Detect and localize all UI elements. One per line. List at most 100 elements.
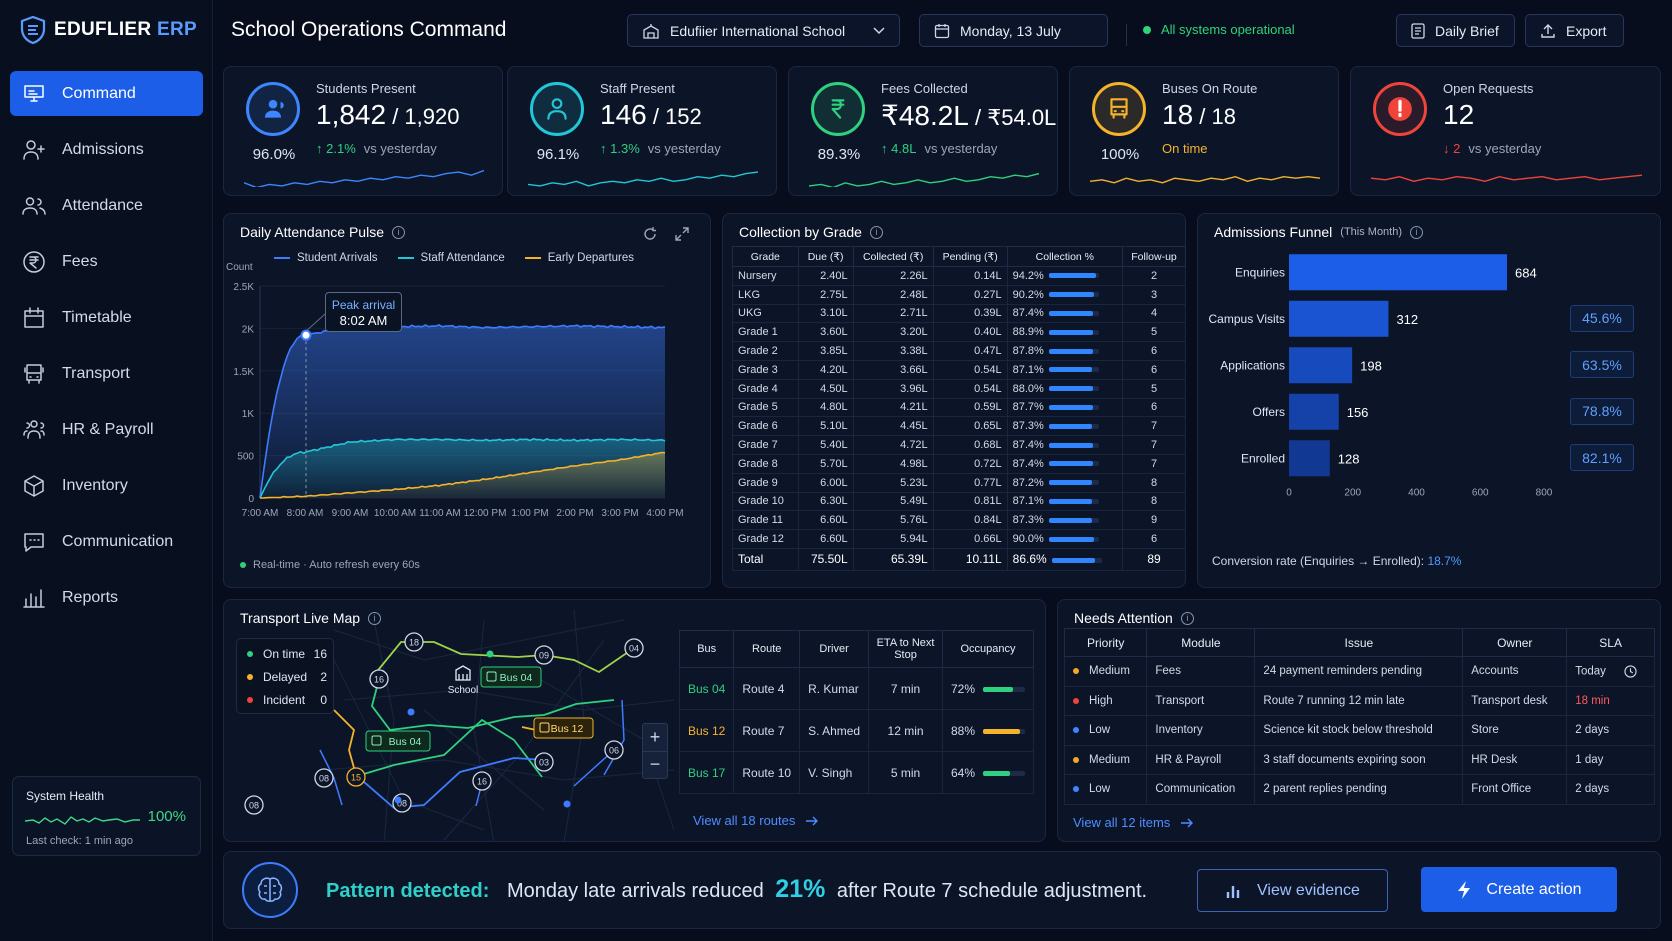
table-row[interactable]: Bus 12 Route 7 S. Ahmed 12 min 88%: [678, 709, 1035, 752]
table-row[interactable]: Nursery 2.40L 2.26L 0.14L 94.2% 2: [732, 266, 1186, 286]
info-icon[interactable]: i: [1180, 611, 1194, 625]
funnel-bar[interactable]: [1289, 393, 1339, 430]
sidebar-item-fees[interactable]: Fees: [10, 239, 203, 284]
cell-value: 87.4%: [1012, 439, 1044, 452]
bus-tag-04-a[interactable]: Bus 04: [480, 666, 542, 688]
table-row[interactable]: Grade 1 3.60L 3.20L 0.40L 88.9% 5: [732, 322, 1186, 343]
table-row[interactable]: Grade 2 3.85L 3.38L 0.47L 87.8% 6: [732, 341, 1186, 361]
monitor-icon: [24, 84, 44, 102]
table-row[interactable]: Grade 3 4.20L 3.66L 0.54L 87.1% 6: [732, 359, 1186, 380]
table-row[interactable]: Grade 9 6.00L 5.23L 0.77L 87.2% 8: [732, 472, 1186, 493]
table-row[interactable]: Grade 6 5.10L 4.45L 0.65L 87.3% 7: [732, 416, 1186, 437]
column-header[interactable]: SLA: [1566, 628, 1655, 657]
peak-point[interactable]: [300, 329, 312, 341]
column-header[interactable]: Collection %: [1006, 246, 1124, 267]
table-row[interactable]: Bus 04 Route 4 R. Kumar 7 min 72%: [678, 667, 1035, 710]
zoom-out-button[interactable]: −: [649, 754, 661, 774]
view-evidence-button[interactable]: View evidence: [1197, 869, 1388, 912]
table-row[interactable]: UKG 3.10L 2.71L 0.39L 87.4% 4: [732, 303, 1186, 324]
table-cell: 3.96L: [852, 378, 934, 399]
daily-brief-button[interactable]: Daily Brief: [1396, 14, 1515, 47]
table-row[interactable]: Grade 12 6.60L 5.94L 0.66L 90.0% 6: [732, 529, 1186, 549]
sidebar-item-transport[interactable]: Transport: [10, 351, 203, 396]
route-stop-marker[interactable]: 16: [472, 771, 492, 791]
funnel-bar[interactable]: [1289, 254, 1508, 291]
bus-tag-04-b[interactable]: Bus 04: [365, 730, 431, 752]
create-action-button[interactable]: Create action: [1421, 867, 1617, 912]
bus-tag-12[interactable]: Bus 12: [533, 717, 594, 739]
column-header[interactable]: Priority: [1063, 628, 1148, 657]
table-row[interactable]: Grade 7 5.40L 4.72L 0.68L 87.4% 7: [732, 435, 1186, 455]
priority-dot-icon: [1073, 697, 1079, 704]
column-header[interactable]: Route: [733, 630, 801, 668]
route-stop-marker[interactable]: 16: [369, 669, 389, 689]
route-stop-marker[interactable]: 15: [346, 767, 366, 787]
table-row[interactable]: Grade 8 5.70L 4.98L 0.72L 87.4% 7: [732, 453, 1186, 474]
column-header[interactable]: Occupancy: [941, 630, 1035, 668]
column-header[interactable]: Bus: [678, 630, 735, 668]
sidebar-item-attendance[interactable]: Attendance: [10, 183, 203, 228]
kpi-open-requests[interactable]: Open Requests 12 ↓ 2 vs yesterday: [1350, 66, 1661, 196]
view-all-items-link[interactable]: View all 12 items: [1073, 815, 1194, 830]
route-stop-marker[interactable]: 08: [244, 795, 264, 815]
refresh-icon[interactable]: [642, 226, 658, 242]
column-header[interactable]: Due (₹): [797, 246, 854, 267]
column-header[interactable]: Module: [1146, 628, 1256, 657]
column-header[interactable]: Collected (₹): [852, 246, 934, 267]
route-stop-marker[interactable]: 08: [314, 768, 334, 788]
kpi-staff-present[interactable]: 96.1% Staff Present 146 / 152 ↑ 1.3% vs yest…: [507, 66, 777, 196]
sidebar-item-command[interactable]: Command: [10, 71, 203, 116]
info-icon[interactable]: i: [1410, 225, 1424, 239]
route-stop-marker[interactable]: 09: [534, 645, 554, 665]
route-stop-marker[interactable]: 04: [624, 638, 644, 658]
table-row[interactable]: High Transport Route 7 running 12 min late…: [1063, 685, 1655, 716]
column-header[interactable]: ETA to Next Stop: [868, 630, 943, 668]
export-button[interactable]: Export: [1525, 14, 1624, 47]
table-row[interactable]: Medium HR & Payroll 3 staff documents expi…: [1063, 744, 1655, 775]
info-icon[interactable]: i: [391, 225, 405, 239]
column-header[interactable]: Owner: [1462, 628, 1568, 657]
info-icon[interactable]: i: [368, 611, 382, 625]
funnel-bar[interactable]: [1289, 440, 1330, 477]
school-marker[interactable]: School: [448, 665, 479, 696]
table-row[interactable]: Medium Fees 24 payment reminders pending Ac…: [1063, 656, 1655, 687]
date-picker[interactable]: Monday, 13 July: [919, 14, 1108, 47]
view-all-routes-link[interactable]: View all 18 routes: [693, 813, 819, 828]
column-header[interactable]: Grade: [732, 246, 799, 267]
column-header[interactable]: Issue: [1254, 628, 1464, 657]
kpi-buses-on-route[interactable]: 100% Buses On Route 18 / 18 On time: [1069, 66, 1339, 196]
route-stop-marker[interactable]: 08: [392, 793, 412, 813]
sidebar-item-communication[interactable]: Communication: [10, 519, 203, 564]
column-header[interactable]: Driver: [799, 630, 870, 668]
table-row[interactable]: Grade 4 4.50L 3.96L 0.54L 88.0% 5: [732, 378, 1186, 399]
table-row[interactable]: Low Inventory Science kit stock below thre…: [1063, 715, 1655, 746]
sidebar-item-inventory[interactable]: Inventory: [10, 463, 203, 508]
total-row[interactable]: Total 75.50L 65.39L 10.11L 86.6% 89: [732, 547, 1186, 571]
route-stop-marker[interactable]: 06: [604, 740, 624, 760]
school-selector[interactable]: Edufiier International School: [627, 14, 900, 47]
zoom-in-button[interactable]: +: [643, 724, 667, 752]
sidebar-item-admissions[interactable]: Admissions: [10, 127, 203, 172]
area-early-departures: [260, 452, 665, 498]
column-header[interactable]: Pending (₹): [932, 246, 1008, 267]
table-row[interactable]: LKG 2.75L 2.48L 0.27L 90.2% 3: [732, 284, 1186, 305]
info-icon[interactable]: i: [869, 225, 883, 239]
expand-icon[interactable]: [674, 226, 690, 242]
funnel-bar[interactable]: [1289, 300, 1389, 337]
sidebar-item-hr-payroll[interactable]: HR & Payroll: [10, 407, 203, 452]
transport-map[interactable]: 18 16 09 04 08 15 08 16 03 06 08 School Bus 04 Bus…: [224, 600, 674, 842]
route-stop-marker[interactable]: 18: [404, 632, 424, 652]
route-stop-marker[interactable]: 03: [534, 752, 554, 772]
table-row[interactable]: Low Communication 2 parent replies pending…: [1063, 774, 1655, 805]
table-row[interactable]: Grade 5 4.80L 4.21L 0.59L 87.7% 6: [732, 397, 1186, 418]
funnel-bar[interactable]: [1289, 347, 1353, 384]
sidebar-item-reports[interactable]: Reports: [10, 575, 203, 620]
sidebar-item-timetable[interactable]: Timetable: [10, 295, 203, 340]
kpi-fees-collected[interactable]: 89.3% Fees Collected ₹48.2L / ₹54.0L ↑ 4.8L…: [788, 66, 1058, 196]
kpi-students-present[interactable]: 96.0% Students Present 1,842 / 1,920 ↑ 2.1%…: [223, 66, 503, 196]
brand[interactable]: EDUFLIER ERP: [20, 16, 197, 44]
table-row[interactable]: Grade 11 6.60L 5.76L 0.84L 87.3% 9: [732, 510, 1186, 531]
column-header[interactable]: Follow-up: [1122, 246, 1186, 267]
table-row[interactable]: Bus 17 Route 10 V. Singh 5 min 64%: [678, 751, 1035, 794]
table-row[interactable]: Grade 10 6.30L 5.49L 0.81L 87.1% 8: [732, 491, 1186, 512]
